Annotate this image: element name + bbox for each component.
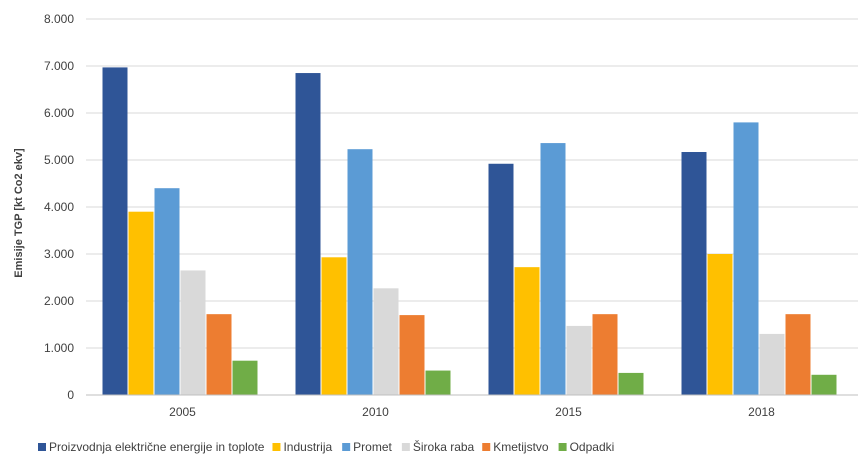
- bar: [707, 254, 733, 395]
- bar: [347, 149, 373, 395]
- bar: [180, 270, 206, 395]
- bar: [592, 314, 618, 395]
- y-axis-ticks: 0 1.000 2.000 3.000 4.000 5.000 6.000 7.000 8.00…: [44, 12, 74, 402]
- bar: [488, 163, 514, 395]
- legend-item: Kmetijstvo: [482, 440, 549, 454]
- y-tick-label: 1.000: [44, 341, 74, 355]
- bar: [154, 188, 180, 395]
- y-tick-label: 2.000: [44, 294, 74, 308]
- bars: [102, 67, 837, 396]
- bar: [425, 370, 451, 395]
- bar: [295, 73, 321, 396]
- bar: [618, 372, 644, 395]
- legend-swatch: [272, 443, 281, 451]
- legend-item: Široka raba: [401, 439, 475, 454]
- bar: [540, 143, 566, 395]
- legend: Proizvodnja električne energije in toplo…: [38, 439, 614, 454]
- x-tick-label: 2005: [169, 405, 196, 419]
- legend-swatch: [342, 443, 351, 451]
- legend-swatch: [401, 443, 410, 451]
- y-tick-label: 7.000: [44, 59, 74, 73]
- bar: [785, 314, 811, 395]
- bar: [733, 122, 759, 396]
- bar: [321, 257, 347, 395]
- y-tick-label: 6.000: [44, 106, 74, 120]
- legend-swatch: [482, 443, 491, 451]
- bar: [759, 333, 785, 395]
- y-tick-label: 0: [67, 388, 74, 402]
- bar: [681, 152, 707, 395]
- bar: [811, 374, 837, 395]
- bar: [232, 360, 258, 395]
- y-tick-label: 5.000: [44, 153, 74, 167]
- legend-label: Promet: [353, 440, 392, 454]
- bar: [566, 325, 592, 395]
- bar: [399, 315, 425, 395]
- legend-label: Široka raba: [413, 439, 475, 454]
- legend-item: Promet: [342, 440, 393, 454]
- x-axis-ticks: 2005 2010 2015 2018: [169, 405, 775, 419]
- legend-label: Odpadki: [570, 440, 615, 454]
- bar: [128, 211, 154, 395]
- y-axis-label: Emisije TGP [kt Co2 ekv]: [13, 148, 25, 278]
- legend-swatch: [38, 443, 46, 451]
- legend-item: Industrija: [272, 440, 332, 454]
- y-tick-label: 3.000: [44, 247, 74, 261]
- legend-label: Kmetijstvo: [493, 440, 549, 454]
- x-tick-label: 2010: [362, 405, 389, 419]
- legend-label: Proizvodnja električne energije in toplo…: [49, 440, 265, 454]
- y-tick-label: 4.000: [44, 200, 74, 214]
- bar: [373, 288, 399, 395]
- bar: [514, 267, 540, 395]
- bar: [206, 314, 232, 395]
- legend-item: Proizvodnja električne energije in toplo…: [38, 440, 265, 454]
- x-tick-label: 2015: [555, 405, 582, 419]
- gridlines: [86, 18, 858, 349]
- legend-label: Industrija: [283, 440, 332, 454]
- legend-item: Odpadki: [558, 440, 615, 454]
- x-tick-label: 2018: [748, 405, 775, 419]
- bar: [102, 67, 128, 395]
- legend-swatch: [558, 443, 567, 451]
- y-tick-label: 8.000: [44, 12, 74, 26]
